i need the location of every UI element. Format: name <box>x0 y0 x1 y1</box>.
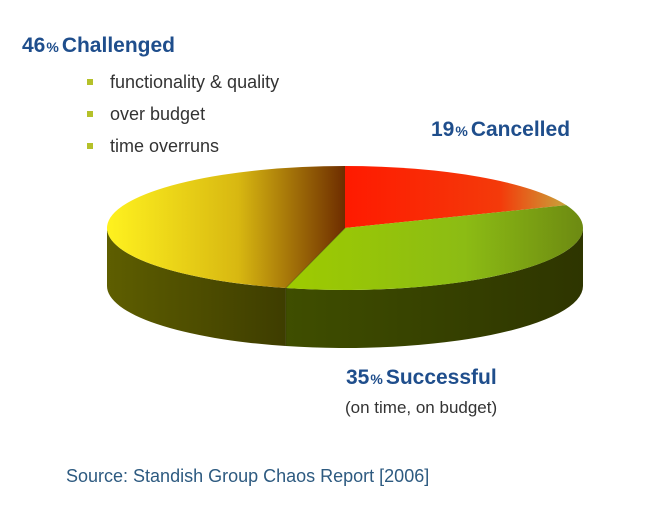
challenged-bullet-list: functionality & quality over budget time… <box>86 66 279 162</box>
slice-cancelled <box>345 166 567 228</box>
slice-successful-side <box>285 228 583 348</box>
cancelled-label: 19% Cancelled <box>431 118 570 142</box>
slice-challenged <box>107 165 345 289</box>
list-item: time overruns <box>86 130 279 162</box>
list-item: over budget <box>86 98 279 130</box>
bullet-text: over budget <box>110 104 206 124</box>
challenged-label: 46% Challenged <box>22 34 175 58</box>
successful-value: 35 <box>346 366 370 389</box>
cancelled-value: 19 <box>431 118 455 141</box>
successful-label: 35% Successful <box>346 366 497 390</box>
bullet-text: time overruns <box>110 136 220 156</box>
successful-name: Successful <box>385 366 497 389</box>
challenged-percent-sign: % <box>46 39 59 55</box>
bullet-square-icon <box>87 79 93 85</box>
bullet-square-icon <box>87 111 93 117</box>
bullet-square-icon <box>87 143 93 149</box>
challenged-value: 46 <box>22 34 46 57</box>
bullet-text: functionality & quality <box>110 72 280 92</box>
successful-note: (on time, on budget) <box>345 398 498 417</box>
slice-challenged-side <box>107 228 286 347</box>
cancelled-percent-sign: % <box>455 123 468 139</box>
successful-percent-sign: % <box>370 371 383 387</box>
slice-successful <box>285 205 583 290</box>
source-citation: Source: Standish Group Chaos Report [200… <box>66 466 430 486</box>
list-item: functionality & quality <box>86 66 279 98</box>
cancelled-name: Cancelled <box>470 118 571 141</box>
challenged-name: Challenged <box>61 34 175 57</box>
slice-divider <box>285 227 346 347</box>
